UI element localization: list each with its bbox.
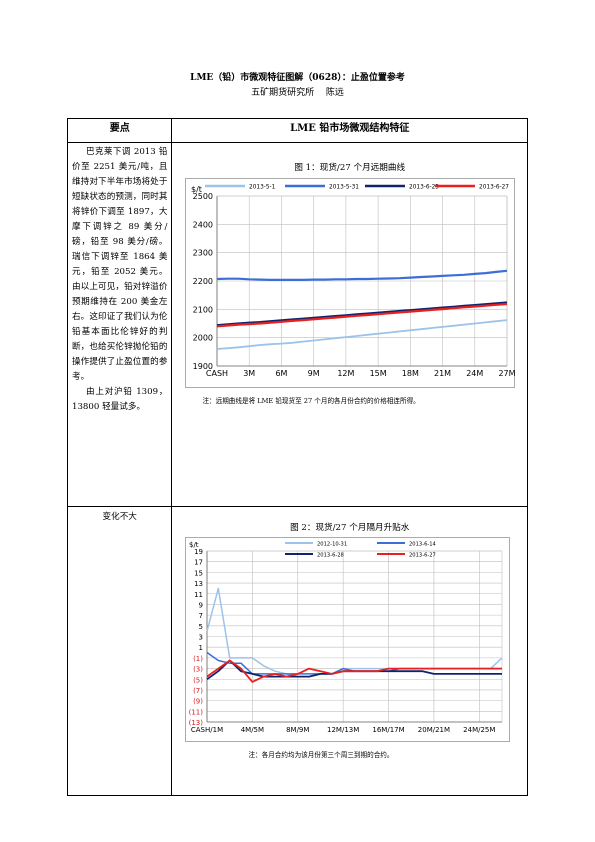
chart2-container: (13) (11) (9) (7) (5) (3) (1) 1 3 5 7 9 11 13 15 17 19 CA…: [185, 537, 511, 742]
x-tick-label: 16M/17M: [373, 726, 405, 734]
y-tick-label: 1900: [193, 362, 213, 371]
y-tick-label: (1): [194, 655, 204, 663]
table-header-row: 要点 LME 铅市场微观结构特征: [66, 118, 528, 143]
x-tick-label: CASH: [206, 369, 228, 378]
document-title: LME（铅）市微观特征图解（0628）：止盈位置参考: [190, 73, 405, 83]
chart1-svg: 1900 2000 2100 2200 2300 2400 2500 CASH 3M 6M 9M 12…: [185, 178, 516, 388]
row1-paragraph-1: 巴克莱下调 2013 铅价至 2251 美元/吨，且维持对下半年市场将处于短缺状…: [72, 147, 168, 382]
legend-entry: 2013-5-31: [329, 185, 359, 191]
y-tick-label: 17: [195, 559, 204, 567]
legend-entry: 2013-5-1: [249, 185, 276, 191]
y-tick-label: (3): [194, 666, 204, 674]
row1-left-cell: 巴克莱下调 2013 铅价至 2251 美元/吨，且维持对下半年市场将处于短缺状…: [66, 142, 173, 507]
col1-header: 要点: [66, 118, 173, 143]
y-tick-label: 13: [195, 580, 204, 588]
row1-paragraph-2: 由上对沪铅 1309， 13800 轻量试多。: [72, 387, 168, 412]
row1-right-cell: 图 1：现货/27 个月远期曲线 1900 2000 2100 2200 2300 240…: [171, 142, 528, 507]
x-tick-label: 15M: [370, 369, 387, 378]
x-tick-label: CASH/1M: [191, 726, 223, 734]
y-tick-label: (11): [189, 708, 204, 716]
chart-frame: [185, 178, 516, 388]
chart1-title: 图 1：现货/27 个月远期曲线: [294, 163, 406, 173]
y-tick-label: 5: [199, 623, 203, 631]
y-tick-label: (5): [194, 676, 204, 684]
legend-entry: 2013-6-28: [317, 553, 344, 559]
y-tick-label: 2000: [193, 334, 213, 343]
legend-entry: 2013-6-27: [409, 553, 436, 559]
table-row-1: 巴克莱下调 2013 铅价至 2251 美元/吨，且维持对下半年市场将处于短缺状…: [66, 142, 528, 507]
chart2-title: 图 2：现货/27 个月隔月升贴水: [290, 523, 410, 533]
x-tick-label: 24M/25M: [464, 726, 496, 734]
y-tick-label: 1: [199, 644, 203, 652]
document-subtitle: 五矿期货研究所 陈远: [251, 88, 344, 98]
x-tick-label: 20M/21M: [418, 726, 450, 734]
x-tick-label: 4M/5M: [241, 726, 264, 734]
y-axis-label: $/t: [189, 541, 199, 549]
x-tick-label: 12M/13M: [327, 726, 359, 734]
x-tick-label: 9M: [308, 369, 320, 378]
chart-frame: [185, 537, 511, 742]
chart2-note: 注：各月合约均为该月份第三个周三到期的合约。: [248, 751, 394, 759]
x-tick-label: 18M: [402, 369, 419, 378]
row2-text: 变化不大: [102, 512, 137, 522]
x-tick-label: 12M: [338, 369, 355, 378]
legend-entry: 2012-10-31: [317, 542, 347, 548]
x-tick-label: 24M: [467, 369, 484, 378]
row2-left-cell: 变化不大: [66, 506, 173, 796]
table-row-2: 变化不大 图 2：现货/27 个月隔月升贴水 (13) (11) (9) (7) (5)…: [66, 506, 528, 796]
y-axis-label: $/t: [191, 185, 202, 194]
y-tick-label: 2200: [193, 277, 213, 286]
x-tick-label: 8M/9M: [287, 726, 310, 734]
y-tick-label: 2100: [193, 305, 213, 314]
chart2-svg: (13)(11)(9)(7)(5)(3)(1)135791113151719CA…: [185, 537, 511, 742]
x-tick-label: 6M: [276, 369, 288, 378]
x-tick-label: 27M: [499, 369, 516, 378]
chart1-container: 1900 2000 2100 2200 2300 2400 2500 CASH 3M 6M 9M 12…: [185, 178, 516, 388]
y-tick-label: 2300: [193, 249, 213, 258]
y-tick-label: (13): [189, 719, 204, 727]
series-line-2013-6-27: [217, 302, 508, 328]
y-tick-label: 9: [199, 601, 203, 609]
row2-right-cell: 图 2：现货/27 个月隔月升贴水 (13) (11) (9) (7) (5) (3) (1…: [171, 506, 528, 796]
y-tick-label: 2400: [193, 220, 213, 229]
y-tick-label: 3: [199, 634, 203, 642]
x-tick-label: 3M: [244, 369, 256, 378]
series-line-2013-5-31: [217, 269, 508, 282]
y-tick-label: 2500: [193, 192, 213, 201]
chart1-note: 注：远期曲线是将 LME 铅现货至 27 个月的各月份合约的价格相连所得。: [202, 397, 420, 405]
legend-entry: 2013-6-25: [409, 185, 439, 191]
legend-entry: 2013-6-14: [409, 542, 437, 548]
y-tick-label: 15: [195, 569, 204, 577]
col2-header: LME 铅市场微观结构特征: [171, 118, 528, 143]
y-tick-label: 11: [195, 591, 204, 599]
series-line-2013-6-27: [206, 659, 503, 683]
series-line-2013-6-25: [217, 301, 508, 327]
y-tick-label: 19: [195, 548, 204, 556]
y-tick-label: 7: [199, 612, 203, 620]
legend-entry: 2013-6-27: [479, 185, 509, 191]
main-table: 要点 LME 铅市场微观结构特征 巴克莱下调 2013 铅价至 2251 美元/…: [66, 118, 528, 796]
y-tick-label: (9): [194, 698, 204, 706]
series-line-2013-5-1: [217, 319, 508, 350]
x-tick-label: 21M: [434, 369, 451, 378]
y-tick-label: (7): [194, 687, 204, 695]
